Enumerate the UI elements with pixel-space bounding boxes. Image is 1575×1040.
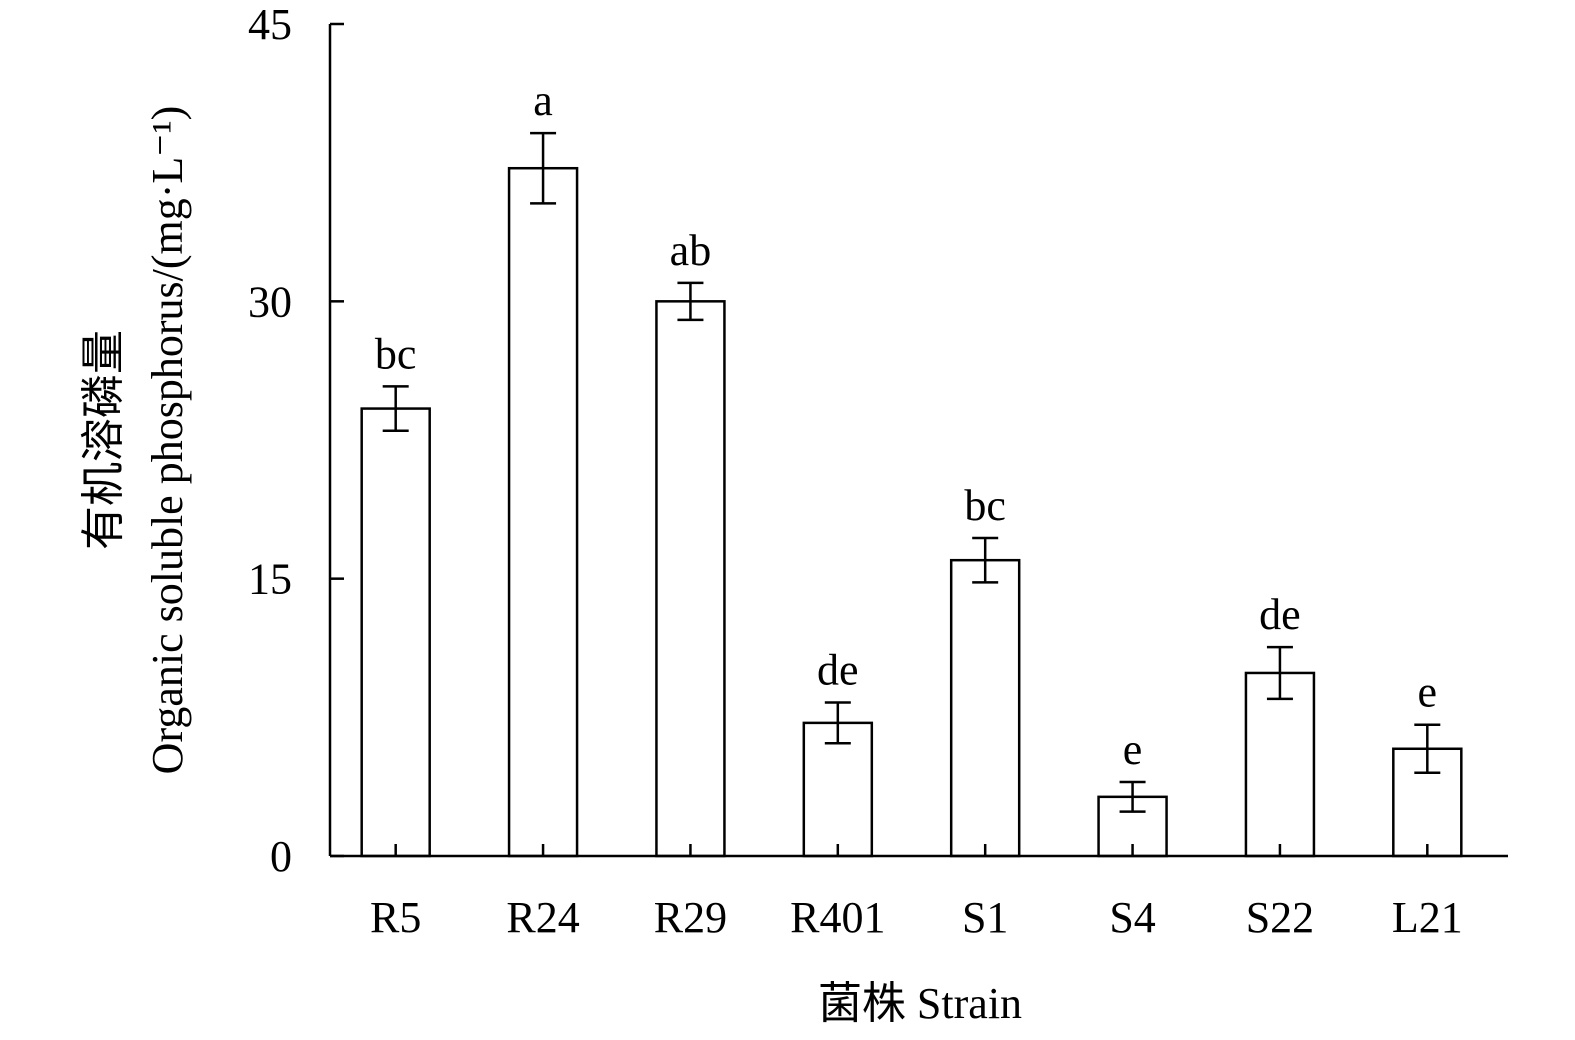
x-axis-title: 菌株 Strain [818,979,1022,1028]
category-label-R5: R5 [370,893,421,942]
bar-R401 [802,721,874,858]
error-bar-R29 [677,281,704,322]
category-label-S1: S1 [962,893,1008,942]
error-bar-R5 [382,385,409,433]
significance-label-R24: a [533,76,553,125]
significance-label-R29: ab [670,226,712,275]
category-label-R401: R401 [790,893,885,942]
y-axis-title-en: Organic soluble phosphorus/(mg·L⁻¹) [143,106,192,775]
significance-label-S1: bc [964,481,1006,530]
y-axis-ticks: 0 15 30 45 [248,0,344,881]
significance-label-S4: e [1123,725,1143,774]
category-label-R29: R29 [654,893,727,942]
bar-R29 [655,300,726,858]
error-bar-S22 [1266,645,1293,701]
category-label-S22: S22 [1246,893,1314,942]
error-bar-S1 [972,536,999,584]
significance-label-L21: e [1418,668,1438,717]
significance-labels: bc a ab de bc e de e [375,76,1437,774]
error-bar-L21 [1414,723,1441,775]
category-label-R24: R24 [506,893,579,942]
y-tick-label-0: 0 [270,832,292,881]
bar-S22 [1244,671,1316,858]
significance-label-R5: bc [375,329,417,378]
y-tick-label-30: 30 [248,277,292,326]
bar-R24 [507,166,579,858]
error-bars [382,131,1441,813]
bar-R5 [360,407,431,858]
significance-label-R401: de [817,646,859,695]
error-bar-S4 [1119,780,1146,813]
bar-S1 [949,558,1021,858]
category-label-L21: L21 [1392,893,1463,942]
y-tick-label-15: 15 [248,555,292,604]
category-labels: R5 R24 R29 R401 S1 S4 S22 L21 [370,844,1463,942]
significance-label-S22: de [1259,590,1301,639]
y-tick-label-45: 45 [248,0,292,49]
error-bar-R401 [824,701,851,745]
y-axis-title-cn: 有机溶磷量 [79,330,128,550]
category-label-S4: S4 [1109,893,1155,942]
bars [360,166,1463,858]
error-bar-R24 [530,131,557,205]
